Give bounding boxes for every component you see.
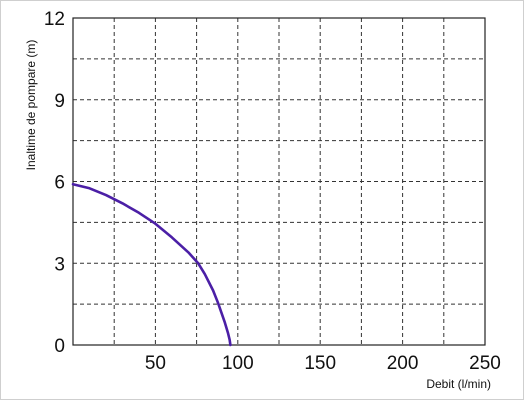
grid-lines	[73, 18, 485, 345]
x-tick-label: 50	[145, 353, 166, 374]
series-layer	[71, 182, 232, 347]
y-tick-label: 0	[54, 336, 65, 357]
tick-labels: 0 3 6 9 12 50 100 150 200 250	[44, 9, 501, 374]
x-tick-label: 250	[469, 353, 501, 374]
x-axis-label: Debit (l/min)	[426, 377, 491, 391]
plot-border	[72, 17, 486, 346]
y-axis-label: Inaltime de pompare (m)	[24, 40, 38, 171]
series-line	[71, 182, 232, 347]
y-tick-label: 6	[54, 173, 65, 194]
y-tick-label: 9	[54, 91, 65, 112]
x-tick-label: 150	[304, 353, 336, 374]
x-tick-label: 100	[222, 353, 254, 374]
x-tick-label: 200	[387, 353, 419, 374]
y-tick-label: 12	[44, 9, 65, 30]
axes	[72, 17, 486, 346]
y-tick-label: 3	[54, 254, 65, 275]
